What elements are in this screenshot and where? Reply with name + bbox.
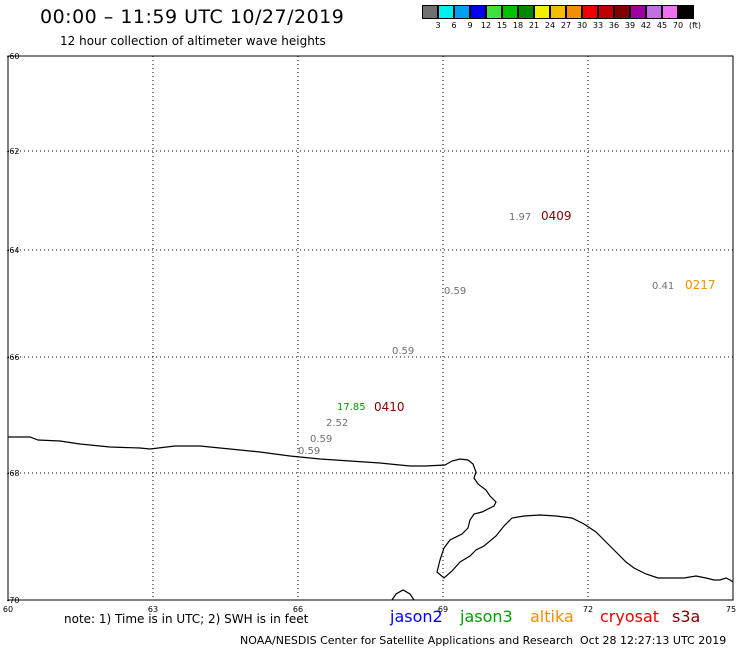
color-legend xyxy=(422,5,694,19)
legend-swatch xyxy=(518,5,534,19)
wave-height-reading: 0.59 xyxy=(444,286,466,297)
wave-height-reading: 0.59 xyxy=(310,434,332,445)
legend-swatch xyxy=(614,5,630,19)
wave-height-reading: 0.59 xyxy=(392,346,414,357)
legend-label: 12 xyxy=(480,21,492,30)
legend-label: 24 xyxy=(544,21,556,30)
legend-label: 33 xyxy=(592,21,604,30)
legend-label: 36 xyxy=(608,21,620,30)
legend-label: 21 xyxy=(528,21,540,30)
map-title: 00:00 – 11:59 UTC 10/27/2019 xyxy=(40,6,345,28)
legend-swatch xyxy=(454,5,470,19)
legend-swatch xyxy=(630,5,646,19)
lon-label: 63 xyxy=(148,605,158,614)
wave-height-reading: 2.52 xyxy=(326,418,348,429)
pass-time-label: 0217 xyxy=(685,278,716,292)
graticule xyxy=(8,56,733,600)
legend-swatch xyxy=(646,5,662,19)
legend-swatch xyxy=(582,5,598,19)
lat-label: -70 xyxy=(6,596,19,605)
legend-swatch xyxy=(678,5,694,19)
lat-label: -62 xyxy=(6,147,19,156)
map-frame xyxy=(7,55,734,601)
legend-swatch xyxy=(470,5,486,19)
map-subtitle: 12 hour collection of altimeter wave hei… xyxy=(60,34,326,48)
satellite-label: jason3 xyxy=(460,607,513,626)
legend-swatch xyxy=(566,5,582,19)
wave-height-reading: 0.41 xyxy=(652,281,674,292)
satellite-label: cryosat xyxy=(600,607,660,626)
antarctic-coastline xyxy=(8,436,734,583)
legend-swatch xyxy=(422,5,438,19)
legend-swatch xyxy=(438,5,454,19)
legend-label: 45 xyxy=(656,21,668,30)
legend-label: 27 xyxy=(560,21,572,30)
lat-label: -64 xyxy=(6,246,19,255)
legend-label: 6 xyxy=(451,21,457,30)
legend-label: 9 xyxy=(467,21,473,30)
legend-label: 42 xyxy=(640,21,652,30)
legend-label: 15 xyxy=(496,21,508,30)
lon-label: 75 xyxy=(726,605,736,614)
legend-swatch xyxy=(486,5,502,19)
wave-height-reading: 17.85 xyxy=(337,402,366,413)
lat-label: -66 xyxy=(6,353,19,362)
legend-label: 30 xyxy=(576,21,588,30)
satellite-label: s3a xyxy=(672,607,701,626)
lat-label: -60 xyxy=(6,52,19,61)
satellite-label: altika xyxy=(530,607,574,626)
legend-swatch xyxy=(662,5,678,19)
legend-label: 70 xyxy=(672,21,684,30)
wave-height-reading: 0.59 xyxy=(298,446,320,457)
lon-label: 69 xyxy=(438,605,448,614)
legend-label: 3 xyxy=(435,21,441,30)
legend-swatch xyxy=(598,5,614,19)
credit-line: NOAA/NESDIS Center for Satellite Applica… xyxy=(240,634,574,647)
footer-note: note: 1) Time is in UTC; 2) SWH is in fe… xyxy=(64,612,309,626)
lon-label: 72 xyxy=(583,605,593,614)
lon-label: 66 xyxy=(293,605,303,614)
satellite-label: jason2 xyxy=(390,607,443,626)
pass-time-label: 0409 xyxy=(541,209,572,223)
legend-label: (ft) xyxy=(688,21,702,30)
legend-swatch xyxy=(502,5,518,19)
generation-timestamp: Oct 28 12:27:13 UTC 2019 xyxy=(580,634,727,647)
legend-swatch xyxy=(534,5,550,19)
lon-label: 60 xyxy=(3,605,13,614)
legend-label: 39 xyxy=(624,21,636,30)
legend-labels: 3 6 9 12 15 18 21 24 27 30 33 36 39 42 4… xyxy=(422,21,740,33)
legend-swatch xyxy=(550,5,566,19)
island-coastline xyxy=(391,589,415,601)
lat-label: -68 xyxy=(6,469,19,478)
pass-time-label: 0410 xyxy=(374,400,405,414)
wave-height-reading: 1.97 xyxy=(509,212,531,223)
legend-label: 18 xyxy=(512,21,524,30)
